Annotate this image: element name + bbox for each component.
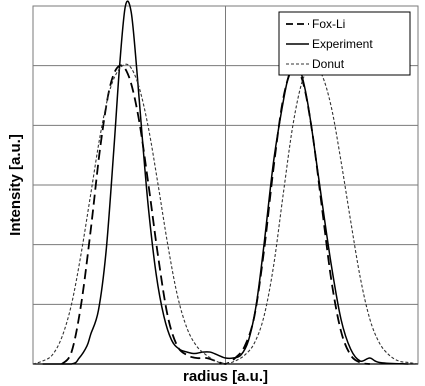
y-axis-title: Intensity [a.u.] bbox=[7, 134, 24, 236]
x-axis-title: radius [a.u.] bbox=[183, 368, 268, 385]
legend: Fox-Li Experiment Donut bbox=[278, 11, 411, 76]
series-line-donut bbox=[32, 63, 419, 365]
series-line-experiment bbox=[42, 0, 409, 365]
legend-label: Experiment bbox=[312, 37, 373, 51]
series-line-fox-li bbox=[61, 64, 371, 365]
series-layer bbox=[32, 0, 419, 365]
legend-label: Donut bbox=[312, 57, 345, 71]
legend-box bbox=[278, 11, 411, 76]
legend-label: Fox-Li bbox=[312, 17, 345, 31]
